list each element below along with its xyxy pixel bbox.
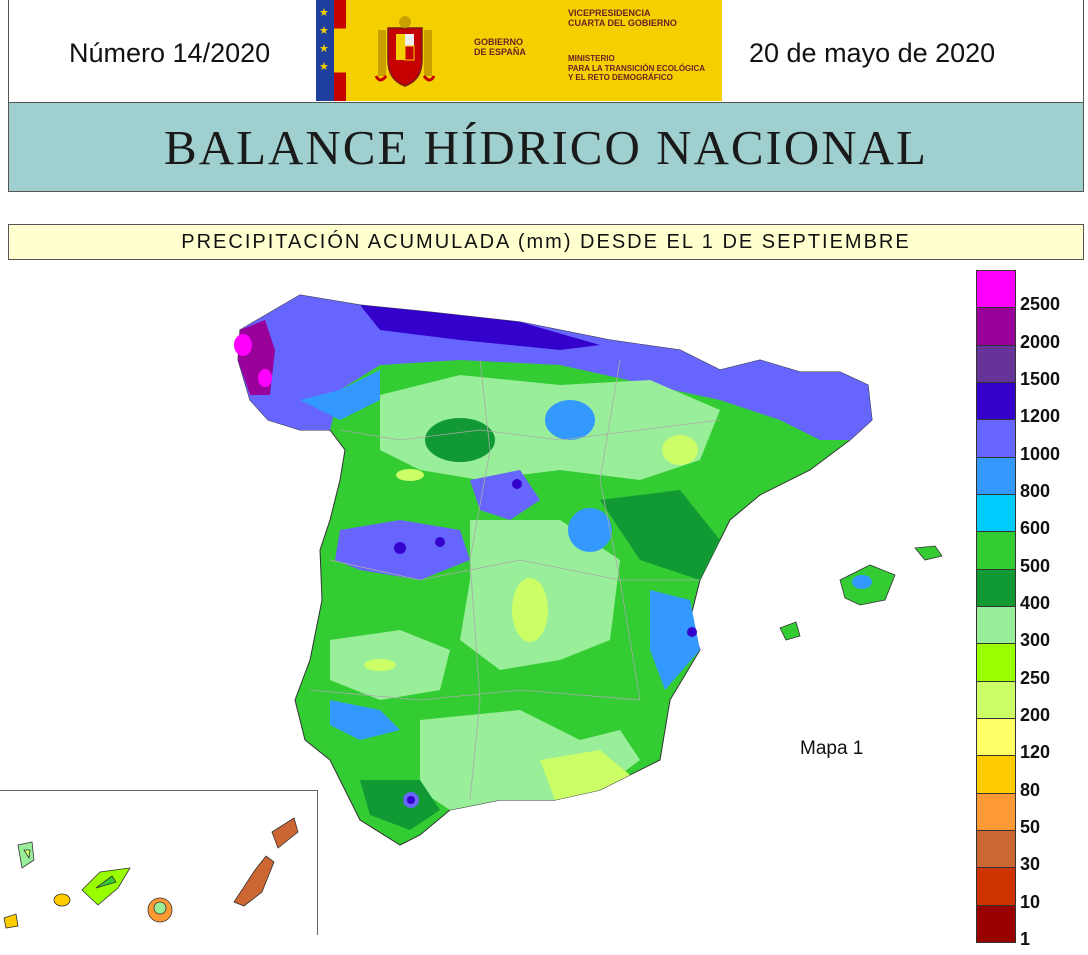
issue-number: Número 14/2020 [69, 38, 271, 68]
eu-flag-icon: ★ ★ ★ ★ [316, 0, 346, 101]
legend-label: 80 [1020, 779, 1041, 800]
legend-label: 300 [1020, 630, 1051, 651]
legend-label: 1200 [1020, 406, 1061, 427]
canary-islands [3, 817, 299, 929]
legend-swatch [976, 344, 1016, 383]
title-bar: BALANCE HÍDRICO NACIONAL [8, 102, 1084, 192]
map-label: Mapa 1 [800, 738, 864, 759]
coat-of-arms-icon [374, 16, 436, 87]
legend-label: 250 [1020, 667, 1051, 688]
legend-label: 2500 [1020, 294, 1061, 315]
legend-swatch [976, 792, 1016, 831]
gobierno-text: GOBIERNO DE ESPAÑA [474, 37, 526, 57]
legend-label: 50 [1020, 817, 1041, 837]
legend-swatch [976, 680, 1016, 719]
map-subtitle: PRECIPITACIÓN ACUMULADA (mm) DESDE EL 1 … [181, 230, 911, 253]
legend-label: 1 [1020, 929, 1031, 949]
legend-swatch [976, 568, 1016, 607]
legend-swatch [976, 606, 1016, 645]
legend-swatch [976, 867, 1016, 906]
legend-swatch [976, 904, 1016, 943]
legend-label: 200 [1020, 705, 1051, 725]
color-legend: 2500 2000 1500 1200 1000 800 600 500 400 300 250 20… [976, 270, 1086, 948]
legend-swatch [976, 830, 1016, 869]
legend-swatch [976, 307, 1016, 346]
legend-label: 10 [1020, 891, 1041, 912]
vicepresidencia-text: VICEPRESIDENCIA CUARTA DEL GOBIERNO [568, 8, 677, 28]
legend-swatch [976, 270, 1016, 309]
legend-swatch [976, 643, 1016, 682]
canary-islands-inset-frame [0, 790, 318, 935]
page-title: BALANCE HÍDRICO NACIONAL [164, 119, 928, 175]
legend-label: 30 [1020, 854, 1041, 875]
legend-swatch [976, 494, 1016, 533]
legend-swatch [976, 755, 1016, 794]
legend-swatch [976, 382, 1016, 421]
legend-swatch [976, 718, 1016, 757]
precipitation-map [3, 294, 943, 929]
legend-label: 600 [1020, 518, 1051, 539]
legend-label: 1500 [1020, 369, 1061, 389]
legend-swatch [976, 419, 1016, 458]
legend-label: 400 [1020, 593, 1051, 613]
issue-date: 20 de mayo de 2020 [749, 38, 996, 68]
ministerio-text: MINISTERIO PARA LA TRANSICIÓN ECOLÓGICA Y … [568, 54, 706, 82]
legend-label: 500 [1020, 555, 1051, 576]
legend-swatch [976, 531, 1016, 570]
legend-label: 2000 [1020, 331, 1061, 352]
legend-label: 800 [1020, 481, 1051, 501]
legend-swatch [976, 456, 1016, 495]
legend-label: 1000 [1020, 443, 1061, 464]
government-logo: ★ ★ ★ ★ GOBIERNO DE ESPAÑA VICEPRESIDENCI… [316, 0, 722, 101]
subtitle-bar: PRECIPITACIÓN ACUMULADA (mm) DESDE EL 1 … [8, 224, 1084, 260]
legend-label: 120 [1020, 742, 1051, 763]
